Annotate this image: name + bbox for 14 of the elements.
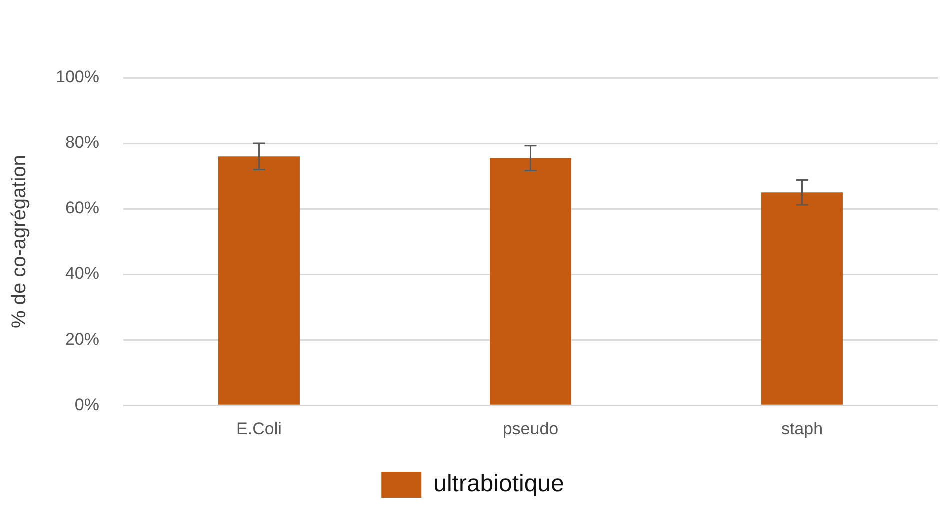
x-tick-label: staph: [781, 419, 824, 438]
bar: [218, 156, 300, 405]
y-tick-label: 40%: [65, 264, 100, 284]
y-tick-label: 60%: [65, 198, 100, 218]
bar: [490, 158, 572, 405]
y-tick-label: 20%: [65, 330, 100, 349]
x-tick-label: E.Coli: [236, 419, 282, 438]
y-axis-title: % de co-agrégation: [8, 155, 31, 329]
y-tick-label: 80%: [65, 133, 100, 152]
legend-label: ultrabiotique: [434, 470, 564, 498]
y-tick-label: 0%: [74, 395, 100, 414]
x-tick-label: pseudo: [502, 419, 559, 438]
y-tick-label: 100%: [56, 68, 100, 87]
bar: [762, 192, 843, 405]
